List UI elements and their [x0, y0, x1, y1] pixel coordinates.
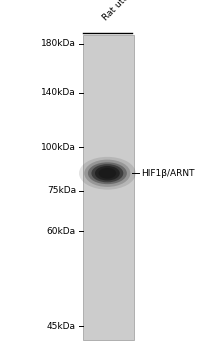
Ellipse shape: [98, 168, 116, 179]
Bar: [83, 35, 134, 340]
Ellipse shape: [84, 160, 130, 187]
Text: 180kDa: 180kDa: [41, 39, 76, 48]
Text: HIF1β/ARNT: HIF1β/ARNT: [141, 169, 194, 178]
Ellipse shape: [88, 162, 127, 184]
Text: 140kDa: 140kDa: [41, 88, 76, 97]
Text: 60kDa: 60kDa: [47, 226, 76, 236]
Ellipse shape: [79, 157, 136, 190]
Ellipse shape: [95, 166, 120, 181]
Text: 45kDa: 45kDa: [47, 322, 76, 331]
Text: 100kDa: 100kDa: [41, 142, 76, 152]
Text: 75kDa: 75kDa: [47, 186, 76, 195]
Text: Rat uterus: Rat uterus: [101, 0, 141, 23]
Ellipse shape: [102, 170, 113, 177]
Ellipse shape: [91, 164, 123, 182]
